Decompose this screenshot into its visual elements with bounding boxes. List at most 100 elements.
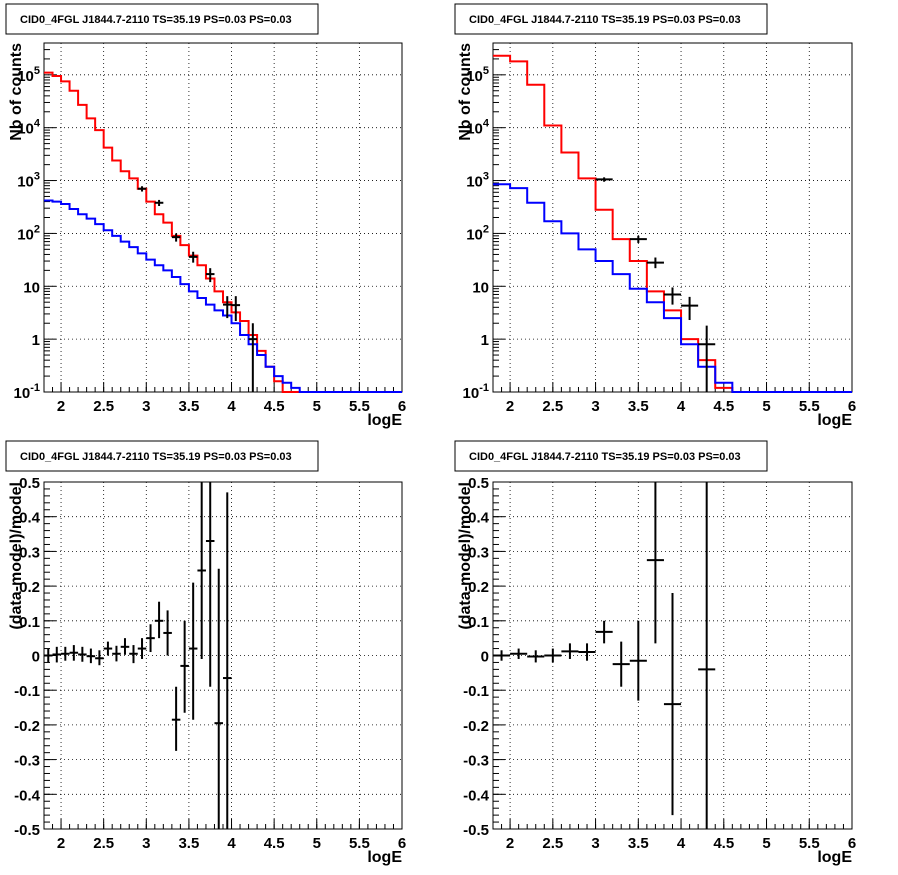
x-tick-label: 3: [591, 835, 599, 852]
y-tick-label: 0.5: [19, 475, 40, 492]
chart-panel-3: CID0_4FGL J1844.7-2110 TS=35.19 PS=0.03 …: [5, 440, 406, 866]
data-point: [205, 482, 215, 687]
data-point: [629, 620, 647, 701]
data-point: [248, 323, 258, 392]
x-tick-label: 3.5: [178, 398, 199, 415]
y-axis-label: Nb of counts: [457, 43, 474, 141]
x-tick-label: 5: [313, 835, 321, 852]
y-tick-label: 0.2: [468, 579, 489, 596]
chart-title-box: [5, 3, 319, 35]
x-tick-label: 5: [762, 398, 770, 415]
data-point: [188, 251, 198, 263]
data-point: [188, 582, 198, 720]
x-tick-label: 5: [762, 835, 770, 852]
x-tick-label: 2: [506, 835, 514, 852]
data-point: [544, 648, 562, 663]
y-tick-label: -0.5: [463, 822, 489, 839]
x-tick-label: 2.5: [93, 835, 114, 852]
x-tick-label: 2: [506, 398, 514, 415]
chart-panel-4: CID0_4FGL J1844.7-2110 TS=35.19 PS=0.03 …: [454, 440, 856, 866]
x-tick-label: 6: [848, 398, 856, 415]
x-tick-label: 2: [57, 398, 65, 415]
y-tick-label: 10: [472, 279, 489, 296]
data-point: [129, 645, 138, 664]
x-tick-label: 5.5: [799, 835, 820, 852]
series-2-histogram: [493, 183, 852, 393]
data-point: [663, 287, 682, 305]
data-point: [493, 650, 511, 661]
y-tick-label: -0.2: [14, 718, 40, 735]
y-tick-label: 0.1: [19, 614, 40, 631]
x-tick-label: 4.5: [264, 835, 285, 852]
y-tick-label: -0.4: [463, 787, 490, 804]
data-point: [95, 650, 104, 666]
x-tick-label: 5.5: [349, 398, 370, 415]
data-point: [112, 645, 121, 662]
y-tick-label: -0.5: [14, 822, 40, 839]
data-point: [52, 646, 62, 663]
data-point: [44, 648, 53, 663]
y-tick-label: 10-1: [14, 382, 40, 402]
data-point: [646, 482, 664, 644]
x-tick-label: 2.5: [542, 835, 563, 852]
data-point: [103, 641, 113, 656]
y-tick-label: 102: [466, 223, 489, 243]
x-tick-label: 4: [677, 835, 686, 852]
y-tick-label: 104: [17, 118, 41, 138]
y-tick-label: 10-1: [463, 382, 489, 402]
chart-title: CID0_4FGL J1844.7-2110 TS=35.19 PS=0.03 …: [469, 451, 741, 463]
data-point: [171, 686, 181, 751]
y-tick-label: 1: [481, 332, 489, 349]
data-point: [171, 233, 181, 242]
x-tick-label: 5: [313, 398, 321, 415]
y-tick-label: -0.2: [463, 718, 489, 735]
chart-panel-2: CID0_4FGL J1844.7-2110 TS=35.19 PS=0.03 …: [454, 3, 856, 429]
data-point: [698, 482, 716, 829]
x-tick-label: 6: [848, 835, 856, 852]
data-point: [595, 177, 613, 182]
data-point: [231, 296, 241, 322]
chart-title-box: [5, 440, 319, 472]
data-point: [78, 646, 87, 662]
y-tick-label: 0: [481, 649, 489, 666]
x-tick-label: 4.5: [264, 398, 285, 415]
data-point: [146, 624, 155, 653]
y-tick-label: 0.3: [19, 544, 40, 561]
chart-title: CID0_4FGL J1844.7-2110 TS=35.19 PS=0.03 …: [20, 451, 292, 463]
data-point: [510, 648, 528, 659]
y-tick-label: -0.1: [14, 683, 40, 700]
data-point: [595, 620, 613, 644]
plot-frame: [492, 42, 853, 393]
x-tick-label: 3: [142, 398, 150, 415]
data-point: [137, 638, 147, 659]
y-tick-label: 1: [32, 332, 40, 349]
data-point: [698, 325, 716, 392]
data-point: [629, 235, 647, 243]
data-point: [137, 186, 147, 192]
x-tick-label: 6: [398, 398, 406, 415]
x-tick-label: 2.5: [93, 398, 114, 415]
plot-frame: [43, 481, 403, 830]
y-tick-label: 105: [466, 65, 489, 85]
y-tick-label: 10: [23, 279, 40, 296]
chart-panel-1: CID0_4FGL J1844.7-2110 TS=35.19 PS=0.03 …: [5, 3, 406, 429]
data-point: [120, 638, 130, 655]
y-tick-label: 0.1: [468, 614, 489, 631]
plot-frame: [43, 42, 403, 393]
y-tick-label: 105: [17, 65, 40, 85]
y-tick-label: 0: [32, 649, 40, 666]
data-point: [69, 645, 79, 661]
data-point: [154, 601, 164, 639]
y-tick-label: -0.3: [14, 753, 40, 770]
x-tick-label: 3.5: [628, 835, 649, 852]
data-point: [578, 643, 596, 661]
x-axis-label: logE: [817, 849, 852, 866]
data-point: [154, 199, 164, 207]
data-point: [163, 610, 172, 656]
x-tick-label: 3: [142, 835, 150, 852]
x-tick-label: 4.5: [713, 398, 734, 415]
x-tick-label: 3.5: [178, 835, 199, 852]
series-2-histogram: [44, 199, 402, 393]
x-tick-label: 3.5: [628, 398, 649, 415]
